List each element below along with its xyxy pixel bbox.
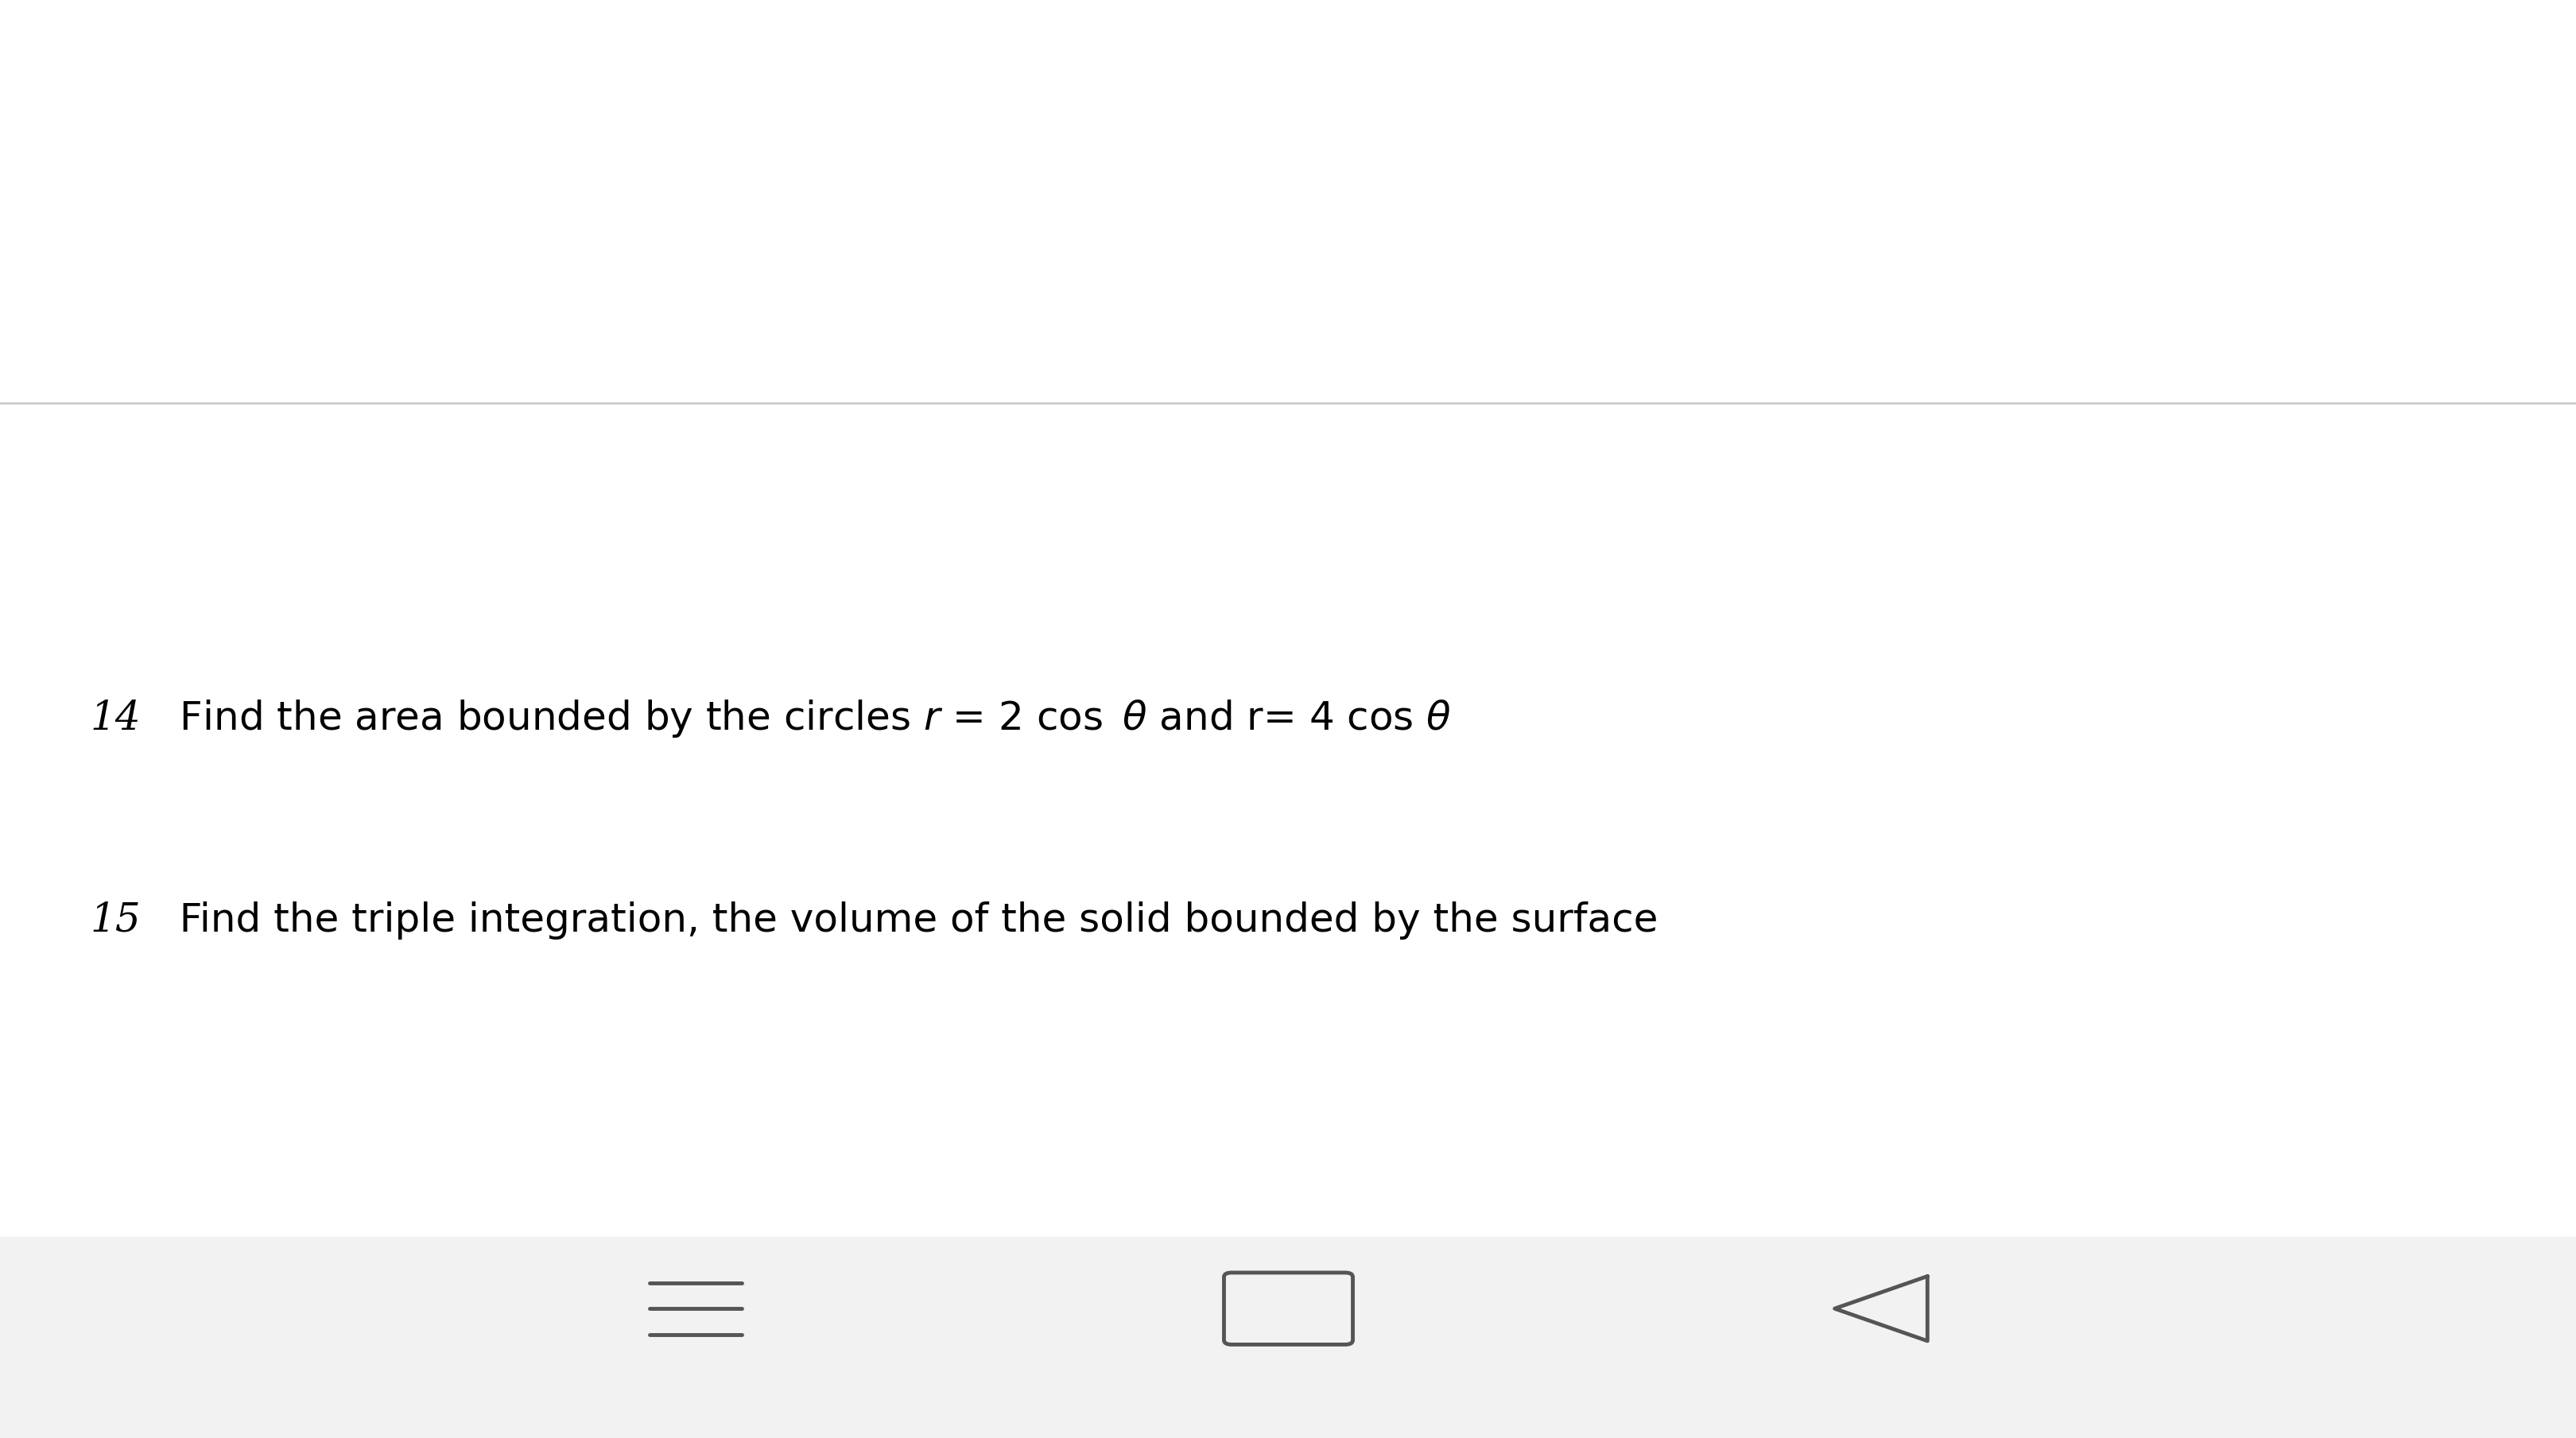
Text: 15: 15 [90,900,142,940]
Text: Find the triple integration, the volume of the solid bounded by the surface: Find the triple integration, the volume … [155,902,1659,939]
Text: 14: 14 [90,699,142,739]
Text: Find the area bounded by the circles $r$ = 2 $\cos$ $\theta$ and r= 4 cos $\thet: Find the area bounded by the circles $r$… [155,699,1450,739]
Bar [0,1237,2576,1438]
